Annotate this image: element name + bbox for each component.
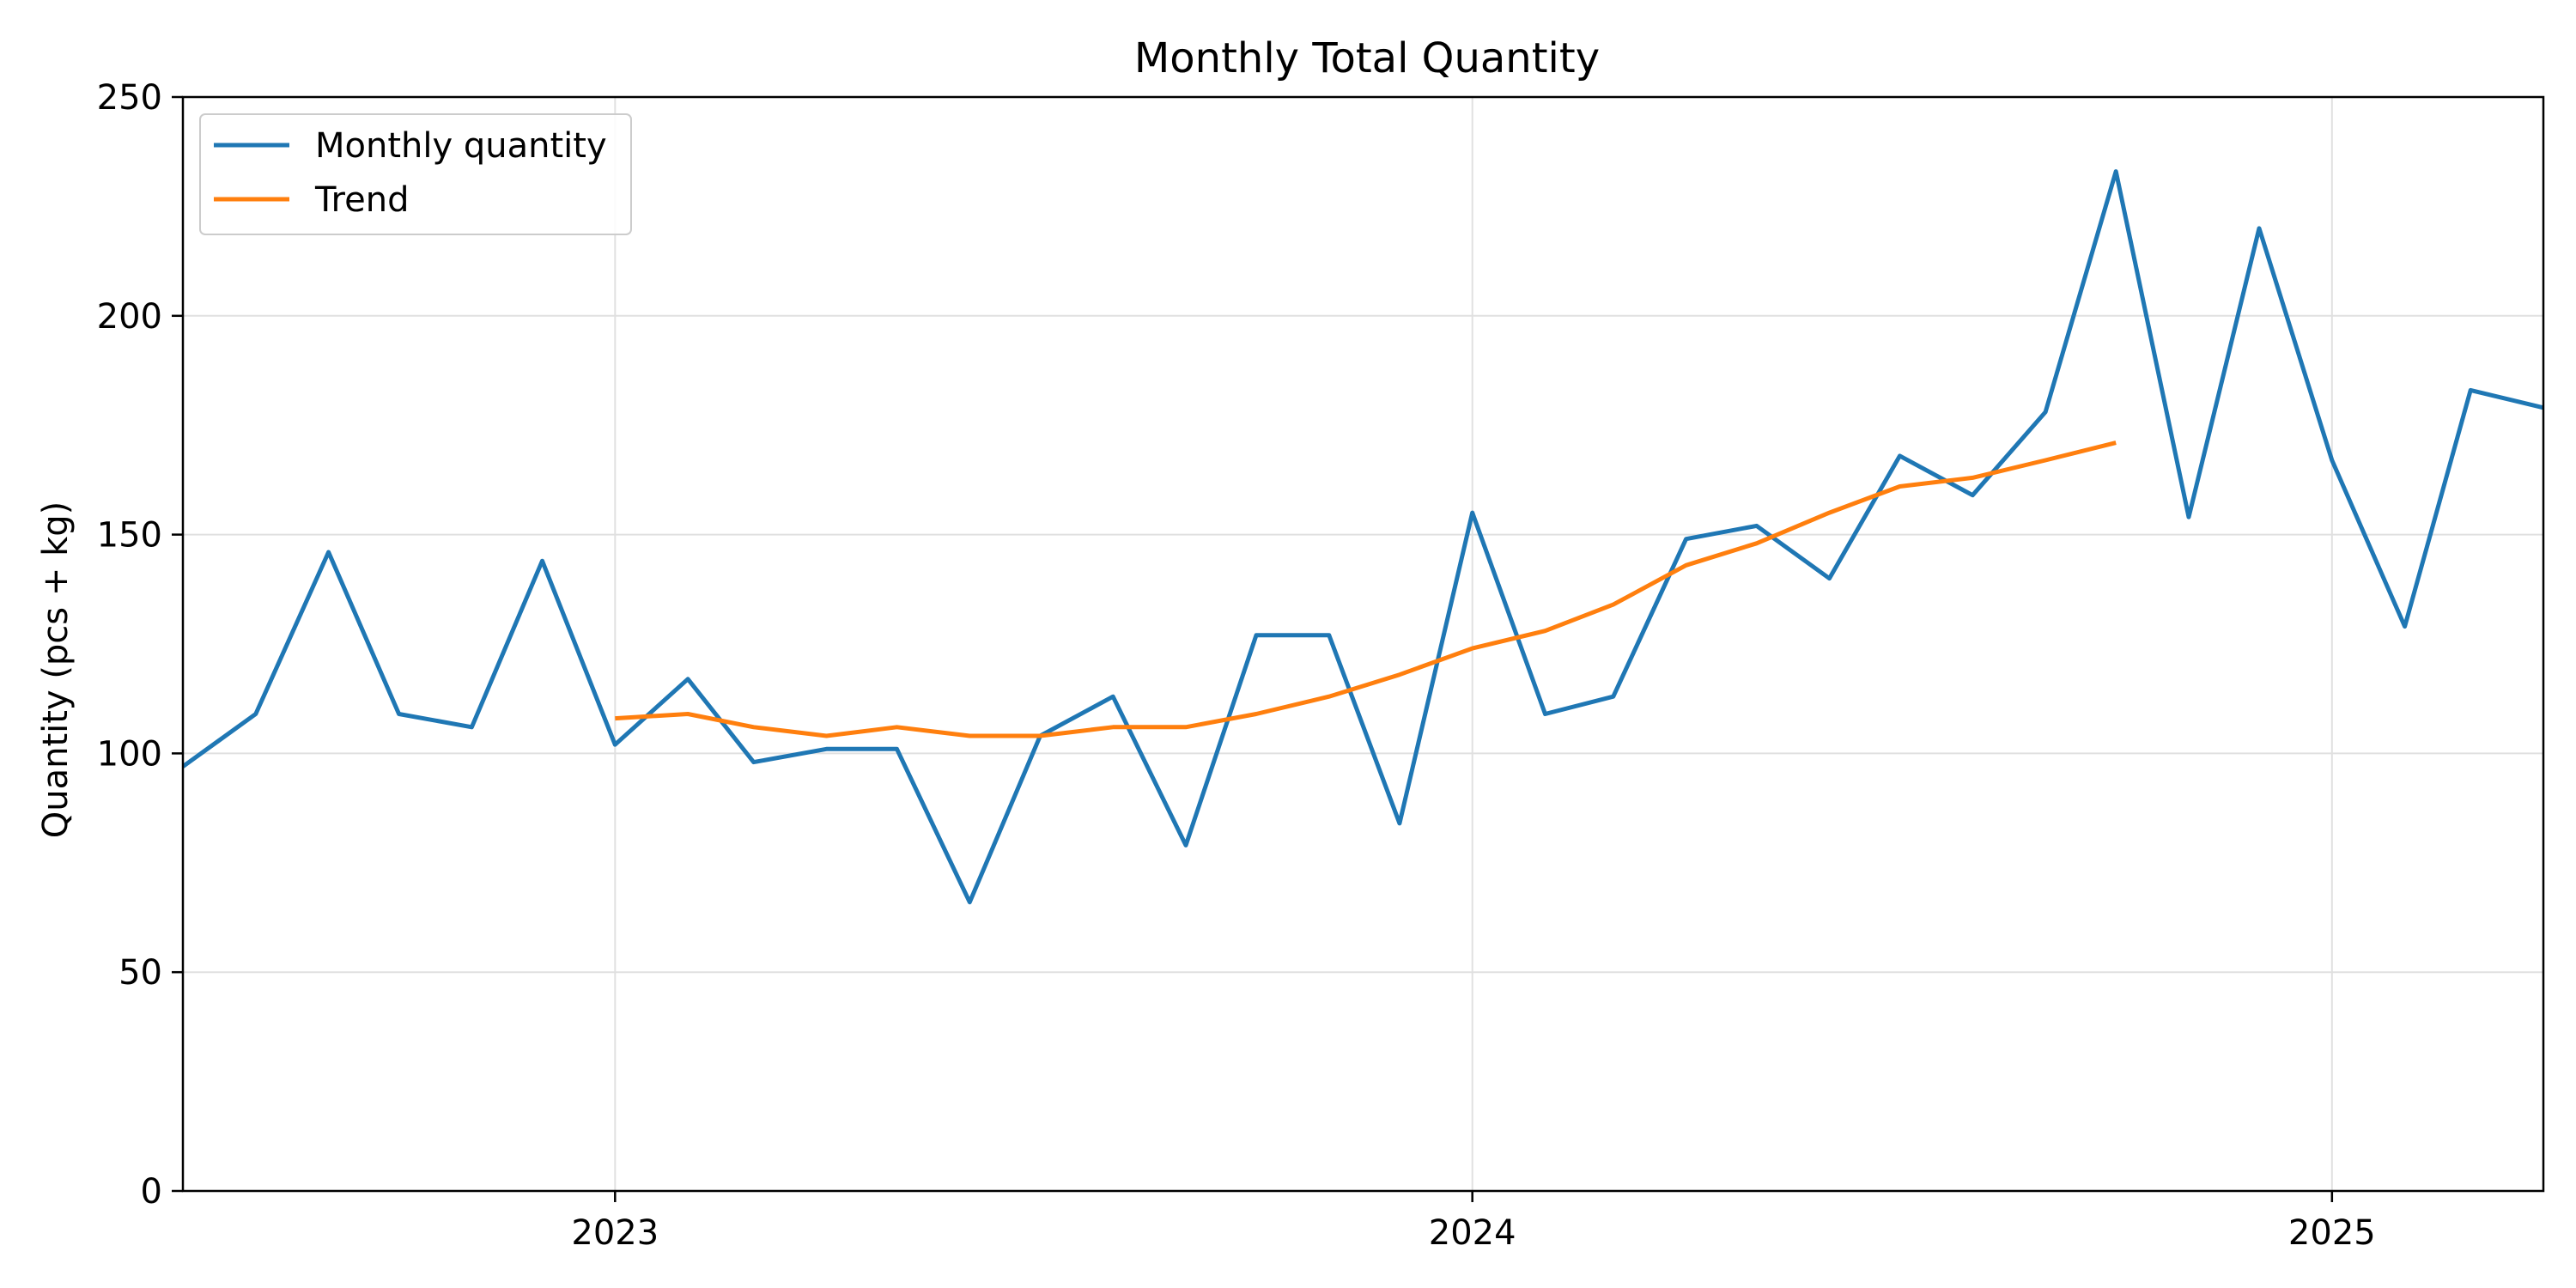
y-axis-title: Quantity (pcs + kg)	[36, 501, 76, 839]
legend: Monthly quantity Trend	[199, 113, 632, 235]
y-tick-label: 0	[141, 1172, 162, 1212]
x-tick-label: 2024	[1429, 1213, 1516, 1253]
plot-frame	[181, 95, 2545, 1193]
y-tick-label: 150	[97, 516, 162, 556]
y-tick-label: 250	[97, 78, 162, 118]
y-tick-label: 100	[97, 734, 162, 774]
y-tick-label: 200	[97, 297, 162, 337]
legend-label-trend: Trend	[314, 180, 409, 220]
series-line-monthly-quantity	[183, 169, 2543, 905]
x-tick-label: 2023	[571, 1213, 659, 1253]
chart-title: Monthly Total Quantity	[1134, 34, 1600, 82]
legend-box	[199, 113, 632, 235]
x-tick-label: 2025	[2288, 1213, 2376, 1253]
series-layer	[183, 169, 2543, 905]
series-line-trend	[615, 440, 2117, 738]
grid-layer	[183, 96, 2543, 1192]
axes-layer: 0 50 100 150 200 250 2023 2024 2025	[97, 78, 2545, 1253]
y-tick-label: 50	[118, 953, 162, 993]
legend-label-monthly-quantity: Monthly quantity	[315, 126, 607, 166]
